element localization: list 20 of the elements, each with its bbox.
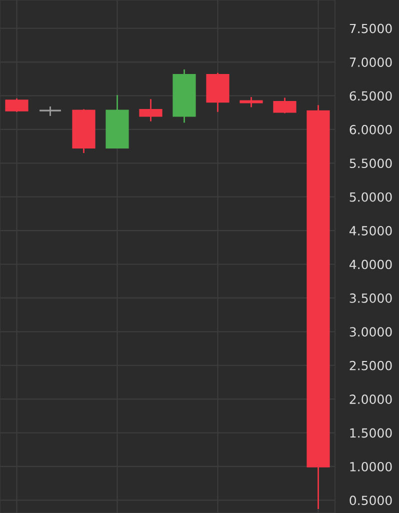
y-tick-label: 4.0000 [350, 260, 392, 270]
y-tick-label: 0.5000 [350, 496, 392, 506]
candlestick [139, 98, 162, 122]
y-tick-label: 2.5000 [350, 360, 392, 370]
y-tick-label: 2.0000 [350, 394, 392, 404]
candlestick [5, 98, 28, 113]
y-tick-label: 3.5000 [350, 293, 392, 303]
y-tick-label: 4.5000 [350, 226, 392, 236]
candlestick [38, 106, 62, 117]
y-tick-label: 6.5000 [350, 91, 392, 101]
y-tick-label: 1.5000 [350, 428, 392, 438]
y-tick-label: 7.5000 [350, 24, 392, 34]
y-tick-label: 5.0000 [350, 192, 392, 202]
y-tick-label: 1.0000 [350, 462, 392, 472]
y-tick-label: 3.0000 [350, 327, 392, 337]
candlestick [273, 97, 296, 114]
y-tick-label: 5.5000 [350, 158, 392, 168]
y-tick-label: 6.0000 [350, 124, 392, 134]
candlestick [240, 96, 263, 108]
y-tick-label: 7.0000 [350, 57, 392, 67]
